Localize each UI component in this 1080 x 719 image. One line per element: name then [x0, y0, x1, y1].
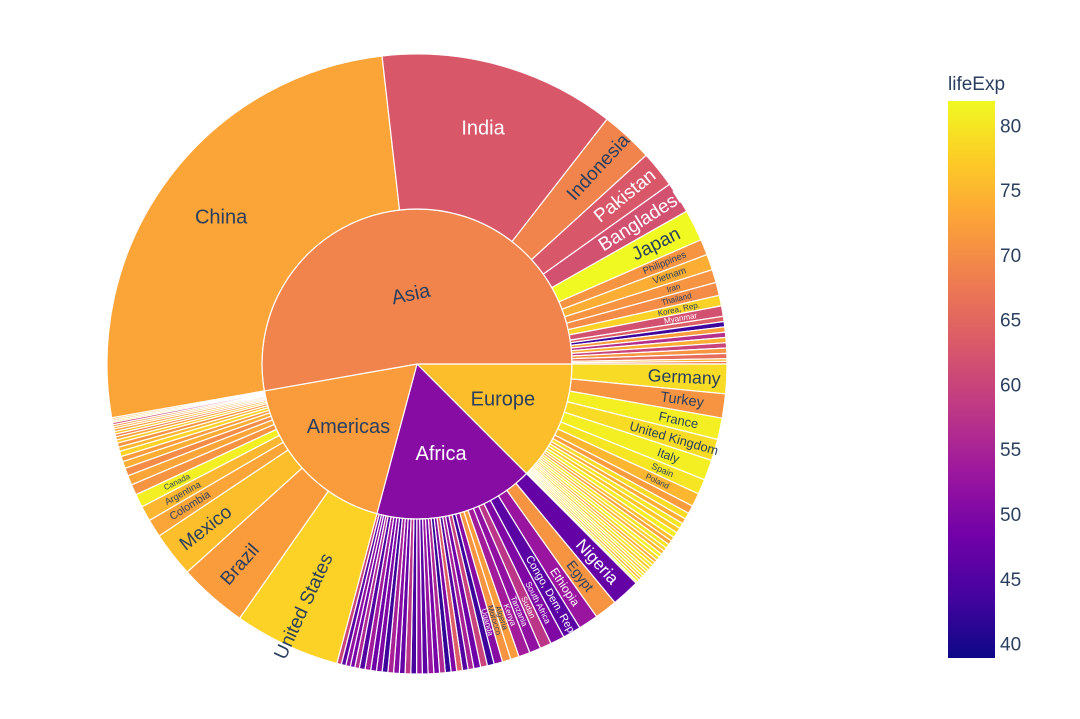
- label-europe: Europe: [471, 389, 536, 411]
- segment-minor[interactable]: [525, 472, 639, 585]
- colorbar: lifeExp 40 45 50 55 60 65 70 75 80: [948, 74, 1021, 658]
- label-germany: Germany: [647, 365, 721, 389]
- colorbar-tick-label: 40: [1000, 635, 1021, 656]
- colorbar-title: lifeExp: [948, 74, 1005, 95]
- sunburst-rings: [106, 53, 728, 675]
- colorbar-tick-label: 50: [1000, 505, 1021, 526]
- colorbar-tick-label: 60: [1000, 375, 1021, 396]
- colorbar-tick-label: 70: [1000, 246, 1021, 267]
- label-iran: Iran: [666, 282, 682, 295]
- segment-china[interactable]: [106, 55, 401, 419]
- colorbar-tick-label: 75: [1000, 181, 1021, 202]
- label-africa: Africa: [416, 443, 468, 465]
- colorbar-tick-label: 65: [1000, 311, 1021, 332]
- colorbar-tick-label: 80: [1000, 116, 1021, 137]
- colorbar-tick-label: 45: [1000, 570, 1021, 591]
- label-turkey: Turkey: [659, 389, 705, 411]
- colorbar-gradient: [948, 101, 995, 658]
- colorbar-tick-label: 55: [1000, 440, 1021, 461]
- label-china: China: [195, 207, 248, 229]
- segment-india[interactable]: [381, 53, 608, 243]
- colorbar-ticks: 40 45 50 55 60 65 70 75 80: [1000, 116, 1021, 655]
- label-india: India: [461, 118, 505, 140]
- label-americas: Americas: [307, 416, 390, 438]
- segment-minor[interactable]: [111, 390, 266, 421]
